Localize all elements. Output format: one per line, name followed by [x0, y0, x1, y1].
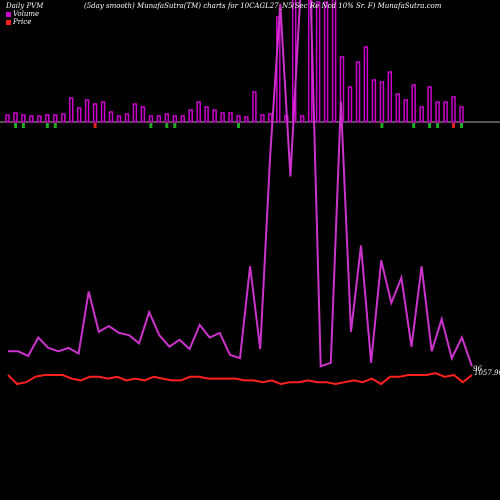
volume-bar [108, 111, 114, 123]
volume-bar [148, 115, 154, 123]
volume-bar [21, 114, 26, 123]
volume-bar [53, 114, 58, 123]
volume-bar [451, 96, 456, 123]
volume-bar [363, 46, 369, 123]
volume-bar [419, 106, 424, 123]
volume-bar-negative [45, 123, 49, 128]
volume-bar [29, 115, 34, 123]
volume-bar-negative [428, 123, 432, 128]
volume-bar [164, 113, 170, 123]
legend-volume-label: Volume [13, 10, 40, 18]
volume-bar [323, 1, 329, 123]
volume-bars-down [14, 123, 463, 128]
volume-bar-negative [412, 123, 416, 128]
volume-bar [172, 115, 178, 123]
volume-bar [244, 116, 249, 123]
chart-header-right: (Sec Re Ncd 10% Sr. F) MunafaSutra.com [292, 2, 442, 10]
volume-bar [180, 115, 185, 123]
volume-bar [395, 93, 401, 123]
volume-bar-negative [93, 123, 97, 128]
volume-bar-negative [380, 123, 384, 128]
volume-bar [188, 109, 193, 123]
volume-bar [76, 107, 82, 123]
volume-bar [260, 114, 265, 123]
volume-bar [236, 115, 241, 123]
price-line-label: 96 [473, 365, 482, 373]
volume-bars-up [5, 0, 464, 123]
volume-bar-negative [14, 123, 17, 128]
legend-volume: Volume [6, 10, 39, 18]
volume-line [8, 0, 473, 368]
volume-bar-negative [460, 123, 463, 128]
legend-price-label: Price [13, 18, 32, 26]
volume-bar-negative [173, 123, 177, 128]
chart-header-left: Daily PVM [6, 2, 44, 10]
volume-bar-negative [21, 123, 25, 128]
volume-bar [196, 101, 201, 123]
volume-bar [140, 106, 146, 123]
volume-bar [37, 115, 42, 123]
price-last-label: 1057.90 [474, 369, 500, 377]
volume-bar [459, 106, 464, 123]
volume-bar [68, 97, 74, 123]
price-line [7, 372, 473, 386]
volume-bar [204, 106, 209, 123]
volume-bar [379, 81, 385, 123]
legend-price-swatch [6, 19, 11, 25]
volume-bar [13, 112, 18, 123]
volume-bar [435, 101, 440, 123]
volume-bar [61, 113, 66, 123]
volume-bar [84, 99, 90, 123]
volume-bar [371, 79, 377, 123]
volume-bar [427, 86, 432, 123]
volume-bar [355, 61, 361, 123]
volume-bar [156, 115, 162, 123]
legend-volume-swatch [6, 11, 11, 17]
volume-bar-negative [149, 123, 153, 128]
volume-bar [411, 84, 416, 123]
volume-bar [252, 91, 257, 123]
volume-bar [116, 115, 122, 123]
volume-bar [5, 114, 10, 123]
volume-bar [92, 103, 98, 123]
volume-bar-negative [53, 123, 57, 128]
volume-bar-negative [237, 123, 240, 128]
volume-bar [228, 112, 233, 123]
volume-bar [331, 0, 337, 123]
volume-bar [100, 101, 106, 123]
volume-bar [124, 113, 130, 123]
volume-bar [45, 114, 50, 123]
volume-bar [315, 1, 321, 123]
volume-bar [212, 109, 217, 123]
volume-bar [220, 112, 225, 123]
volume-bar [347, 86, 353, 123]
volume-bar [132, 103, 138, 123]
volume-bar-negative [452, 123, 455, 128]
volume-bar [403, 99, 408, 123]
legend-price: Price [6, 18, 31, 26]
volume-bar [443, 101, 448, 123]
volume-bar [268, 113, 273, 123]
volume-bar-negative [436, 123, 440, 128]
chart-header-center: (5day smooth) MunafaSutra(TM) charts for… [84, 2, 293, 10]
volume-bar [299, 115, 305, 123]
volume-bar-negative [165, 123, 169, 128]
volume-bar [387, 71, 393, 123]
